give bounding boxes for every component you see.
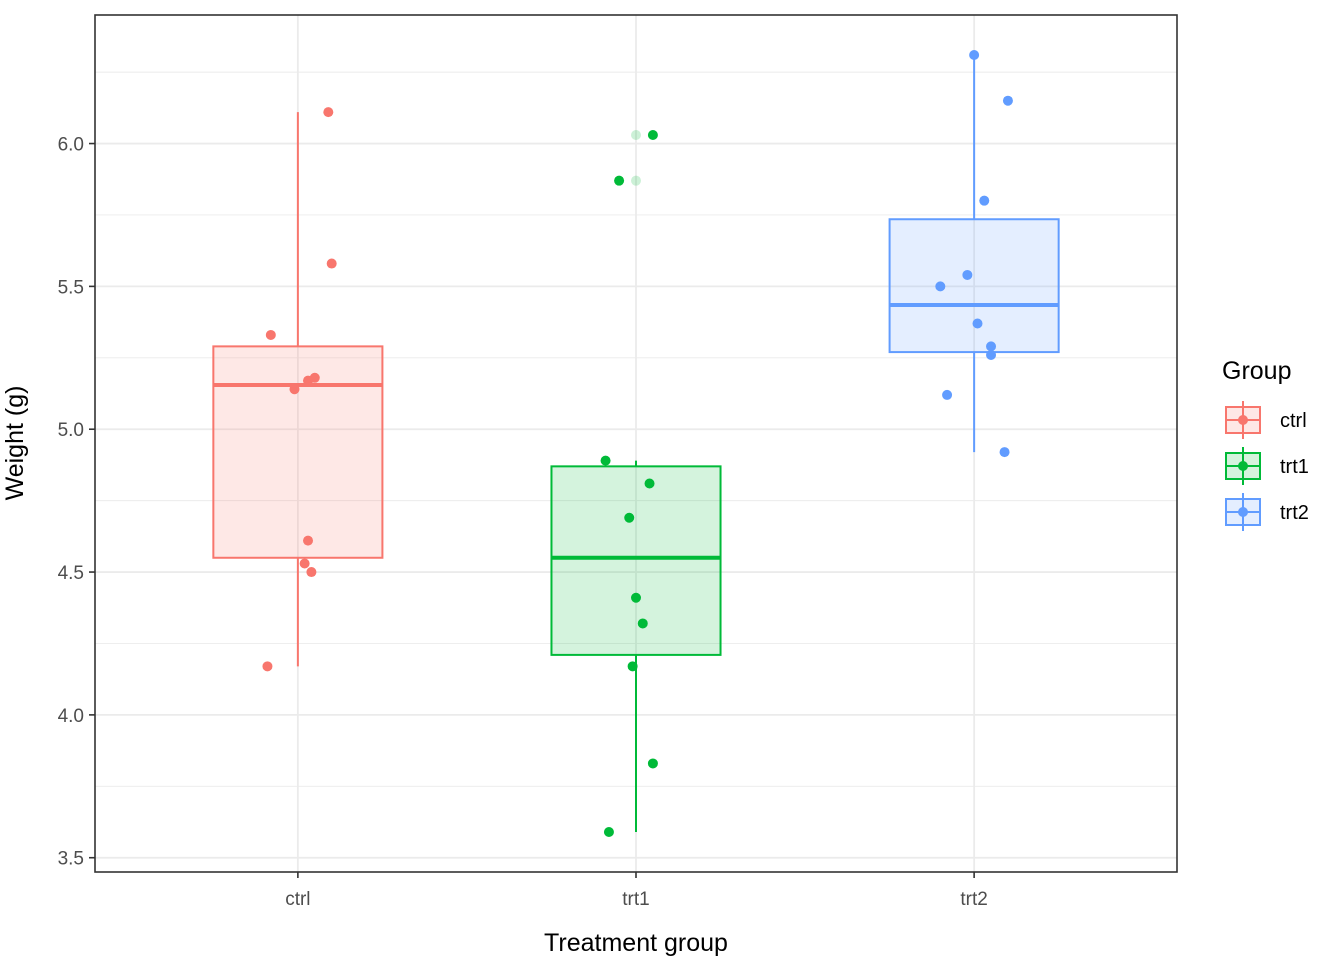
x-axis: ctrl trt1 trt2 (285, 872, 988, 910)
data-point-ctrl (309, 372, 320, 383)
outlier-point (631, 129, 641, 140)
y-tick-label: 3.5 (58, 849, 84, 870)
legend-key-point (1238, 415, 1248, 425)
data-point-ctrl (303, 535, 314, 546)
data-point-trt1 (644, 478, 655, 489)
data-point-trt1 (600, 455, 611, 466)
data-point-ctrl (265, 329, 276, 340)
data-point-ctrl (323, 107, 334, 118)
box-trt1 (550, 129, 722, 833)
boxes (212, 54, 1060, 833)
box-iqr (212, 345, 384, 559)
box-ctrl (212, 112, 384, 667)
box-iqr (550, 465, 722, 656)
y-tick-label: 5.5 (58, 277, 84, 298)
legend-title: Group (1222, 357, 1291, 385)
legend-item-trt1: trt1 (1225, 447, 1309, 485)
data-point-trt1 (624, 512, 635, 523)
legend-item-trt2: trt2 (1225, 493, 1309, 531)
data-point-ctrl (262, 661, 273, 672)
legend-label: trt1 (1280, 456, 1309, 478)
y-tick-label: 4.0 (58, 706, 84, 727)
data-point-ctrl (299, 558, 310, 569)
legend-key-point (1238, 507, 1248, 517)
x-axis-title: Treatment group (544, 929, 728, 957)
data-point-trt2 (979, 195, 990, 206)
data-point-trt2 (986, 349, 997, 360)
y-tick-label: 5.0 (58, 420, 84, 441)
data-point-trt2 (1002, 95, 1013, 106)
legend-label: trt2 (1280, 502, 1309, 524)
data-point-trt2 (999, 447, 1010, 458)
data-point-trt1 (627, 661, 638, 672)
y-tick-label: 4.5 (58, 563, 84, 584)
legend-label: ctrl (1280, 410, 1307, 432)
data-point-ctrl (326, 258, 337, 269)
data-point-trt2 (942, 389, 953, 400)
data-point-ctrl (306, 567, 317, 578)
data-point-trt1 (603, 827, 614, 838)
data-point-ctrl (289, 384, 300, 395)
data-point-trt1 (614, 175, 625, 186)
legend: Group ctrl trt1 trt2 (1222, 357, 1309, 531)
legend-key-point (1238, 461, 1248, 471)
x-tick-label: trt2 (960, 889, 987, 910)
outlier-point (631, 175, 641, 186)
data-point-trt1 (647, 129, 658, 140)
data-point-trt1 (637, 618, 648, 629)
x-tick-label: trt1 (622, 889, 649, 910)
data-point-trt2 (972, 318, 983, 329)
x-tick-label: ctrl (285, 889, 310, 910)
y-axis-title: Weight (g) (1, 386, 29, 501)
y-axis: 3.5 4.0 4.5 5.0 5.5 6.0 (58, 135, 95, 870)
data-point-trt1 (647, 758, 658, 769)
box-iqr (888, 218, 1060, 354)
y-tick-label: 6.0 (58, 135, 84, 156)
legend-item-ctrl: ctrl (1225, 401, 1307, 439)
box-trt2 (888, 54, 1060, 453)
data-point-trt2 (962, 269, 973, 280)
data-point-trt2 (935, 281, 946, 292)
data-points (262, 49, 1013, 838)
data-point-trt2 (986, 341, 997, 352)
data-point-trt2 (969, 49, 980, 60)
data-point-trt1 (631, 592, 641, 603)
